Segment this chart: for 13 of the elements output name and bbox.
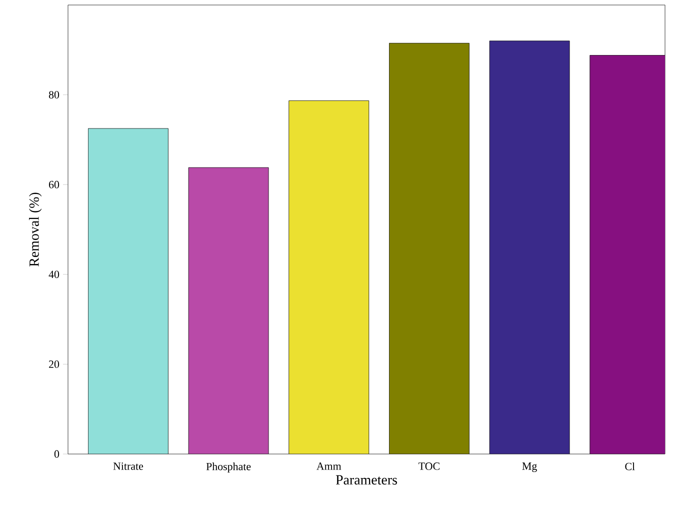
x-tick-label: Nitrate [113, 462, 144, 470]
y-tick-label: 40 [48, 270, 60, 278]
x-tick-label: Mg [522, 462, 537, 472]
x-tick-label: TOC [418, 462, 440, 470]
x-tick-label: Amm [316, 462, 342, 470]
x-axis-title: Parameters [336, 475, 397, 485]
x-tick-label: Phosphate [206, 462, 251, 472]
y-tick-label: 0 [54, 450, 60, 458]
y-tick-label: 60 [48, 180, 60, 188]
y-tick-label: 80 [48, 91, 60, 98]
y-tick-label: 20 [49, 360, 60, 368]
x-tick-label: Cl [625, 462, 635, 470]
y-axis-title: Removal (%) [29, 192, 42, 266]
